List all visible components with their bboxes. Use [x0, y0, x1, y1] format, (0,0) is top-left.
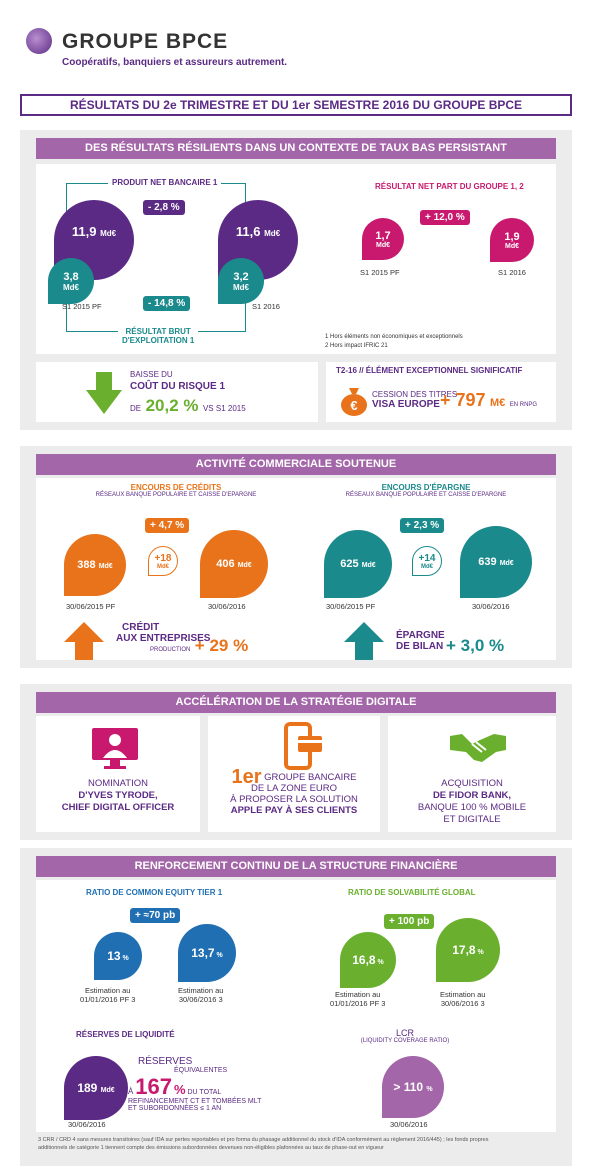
- credits-sub: RÉSEAUX BANQUE POPULAIRE ET CAISSE D'EPA…: [95, 492, 257, 498]
- epargne-right-circle: 639 Md€: [460, 526, 532, 598]
- period-right: S1 2016: [252, 302, 280, 311]
- panel-exceptionnel: [326, 362, 556, 422]
- page-title: RÉSULTATS DU 2e TRIMESTRE ET DU 1er SEME…: [69, 98, 523, 112]
- rn-period-right: S1 2016: [498, 268, 526, 277]
- rbe-right-circle: 3,2 Md€: [218, 258, 264, 304]
- epargne-change-badge: + 2,3 %: [400, 518, 445, 533]
- handshake-icon: [450, 730, 506, 769]
- pnb-label: PRODUIT NET BANCAIRE 1: [108, 178, 222, 187]
- cet1-title: RATIO DE COMMON EQUITY TIER 1: [86, 888, 223, 897]
- liq-date: 30/06/2016: [68, 1120, 106, 1129]
- cet1-change-badge: + ≈70 pb: [130, 908, 181, 923]
- liq-title: RÉSERVES DE LIQUIDITÉ: [76, 1030, 175, 1039]
- credits-date-left: 30/06/2015 PF: [66, 602, 116, 611]
- tagline: Coopératifs, banquiers et assureurs autr…: [62, 57, 288, 68]
- cet1-left-circle: 13 %: [94, 932, 142, 980]
- rn-period-left: S1 2015 PF: [360, 268, 400, 277]
- cet1-date-right: Estimation au 30/06/2016 3: [178, 986, 224, 1004]
- solv-right-circle: 17,8 %: [436, 918, 500, 982]
- epargne-delta-circle: +14 Md€: [412, 546, 442, 576]
- rn-left-circle: 1,7 Md€: [362, 218, 404, 260]
- cet1-right-circle: 13,7 %: [178, 924, 236, 982]
- lcr-date: 30/06/2016: [390, 1120, 428, 1129]
- logo: [26, 28, 52, 54]
- epargne-date-right: 30/06/2016: [472, 602, 510, 611]
- c3-text: ACQUISITION DE FIDOR BANK, BANQUE 100 % …: [417, 778, 527, 825]
- page-title-bar: RÉSULTATS DU 2e TRIMESTRE ET DU 1er SEME…: [20, 94, 572, 116]
- credit-ent-value: PRODUCTION + 29 %: [150, 636, 249, 655]
- ex-value: + 797 M€ EN RNPG: [440, 390, 538, 410]
- panel-apple-pay: [208, 716, 380, 832]
- epargne-title: ENCOURS D'ÉPARGNE: [381, 483, 471, 492]
- section-banner: RENFORCEMENT CONTINU DE LA STRUCTURE FIN…: [36, 856, 556, 877]
- credits-date-right: 30/06/2016: [208, 602, 246, 611]
- liq-circle: 189 Md€: [64, 1056, 128, 1120]
- rbe-change-badge: - 14,8 %: [143, 296, 191, 311]
- c1-text: NOMINATION D'YVES TYRODE, CHIEF DIGITAL …: [61, 778, 175, 813]
- panel-cout-risque: [36, 362, 318, 422]
- computer-user-icon: [90, 726, 140, 775]
- footnote-3: 3 CRR / CRD 4 sans mesures transitoires …: [38, 1137, 489, 1151]
- cet1-date-left: Estimation au 01/01/2016 PF 3: [80, 986, 136, 1004]
- cr-value: DE 20,2 % VS S1 2015: [130, 396, 246, 415]
- ep-bilan-text: ÉPARGNE DE BILAN: [396, 630, 445, 652]
- panel-fidor: [388, 716, 556, 832]
- solv-left-circle: 16,8 %: [340, 932, 396, 988]
- credits-delta-circle: +18 Md€: [148, 546, 178, 576]
- solv-change-badge: + 100 pb: [384, 914, 435, 929]
- credits-right-circle: 406 Md€: [200, 530, 268, 598]
- arrow-up-teal-icon: [344, 622, 384, 665]
- credits-left-circle: 388 Md€: [64, 534, 126, 596]
- footnote-1: 1 Hors éléments non économiques et excep…: [325, 334, 463, 340]
- credits-title: ENCOURS DE CRÉDITS: [130, 483, 222, 492]
- rbe-label: RÉSULTAT BRUT D'EXPLOITATION 1: [118, 327, 199, 345]
- ex-text: CESSION DES TITRES VISA EUROPE: [372, 390, 458, 410]
- solv-date-left: Estimation au 01/01/2016 PF 3: [330, 990, 386, 1008]
- c2-text: 1er GROUPE BANCAIRE DE LA ZONE EURO À PR…: [230, 766, 358, 816]
- lcr-title: LCR (LIQUIDITY COVERAGE RATIO): [360, 1028, 450, 1044]
- footnote-2: 2 Hors impact IFRIC 21: [325, 343, 388, 349]
- rbe-left-circle: 3,8 Md€: [48, 258, 94, 304]
- credit-ent-text: CRÉDIT AUX ENTREPRISES: [116, 622, 211, 644]
- phone-card-icon: [284, 722, 324, 775]
- section-banner: ACCÉLÉRATION DE LA STRATÉGIE DIGITALE: [36, 692, 556, 713]
- lcr-circle: > 110 %: [382, 1056, 444, 1118]
- period-left: S1 2015 PF: [62, 302, 102, 311]
- money-bag-icon: €: [340, 386, 368, 421]
- cr-text: BAISSE DU COÛT DU RISQUE 1: [130, 370, 226, 392]
- reserves-text: RÉSERVES ÉQUIVALENTES À 167 % DU TOTAL R…: [128, 1056, 262, 1112]
- arrow-down-icon: [86, 372, 122, 419]
- brand-name: GROUPE BPCE: [62, 30, 229, 53]
- epargne-left-circle: 625 Md€: [324, 530, 392, 598]
- rn-label: RÉSULTAT NET PART DU GROUPE 1, 2: [375, 182, 524, 191]
- epargne-sub: RÉSEAUX BANQUE POPULAIRE ET CAISSE D'EPA…: [345, 492, 507, 498]
- pnb-change-badge: - 2,8 %: [143, 200, 185, 215]
- epargne-date-left: 30/06/2015 PF: [326, 602, 376, 611]
- solv-title: RATIO DE SOLVABILITÉ GLOBAL: [348, 888, 476, 897]
- section-banner: ACTIVITÉ COMMERCIALE SOUTENUE: [36, 454, 556, 475]
- rn-change-badge: + 12,0 %: [420, 210, 470, 225]
- ep-bilan-value: + 3,0 %: [446, 636, 505, 655]
- arrow-up-orange-icon: [64, 622, 104, 665]
- section-banner: DES RÉSULTATS RÉSILIENTS DANS UN CONTEXT…: [36, 138, 556, 159]
- solv-date-right: Estimation au 30/06/2016 3: [440, 990, 486, 1008]
- rn-right-circle: 1,9 Md€: [490, 218, 534, 262]
- ex-title: T2-16 // ÉLÉMENT EXCEPTIONNEL SIGNIFICAT…: [336, 366, 523, 375]
- svg-text:€: €: [350, 398, 357, 413]
- credits-change-badge: + 4,7 %: [145, 518, 190, 533]
